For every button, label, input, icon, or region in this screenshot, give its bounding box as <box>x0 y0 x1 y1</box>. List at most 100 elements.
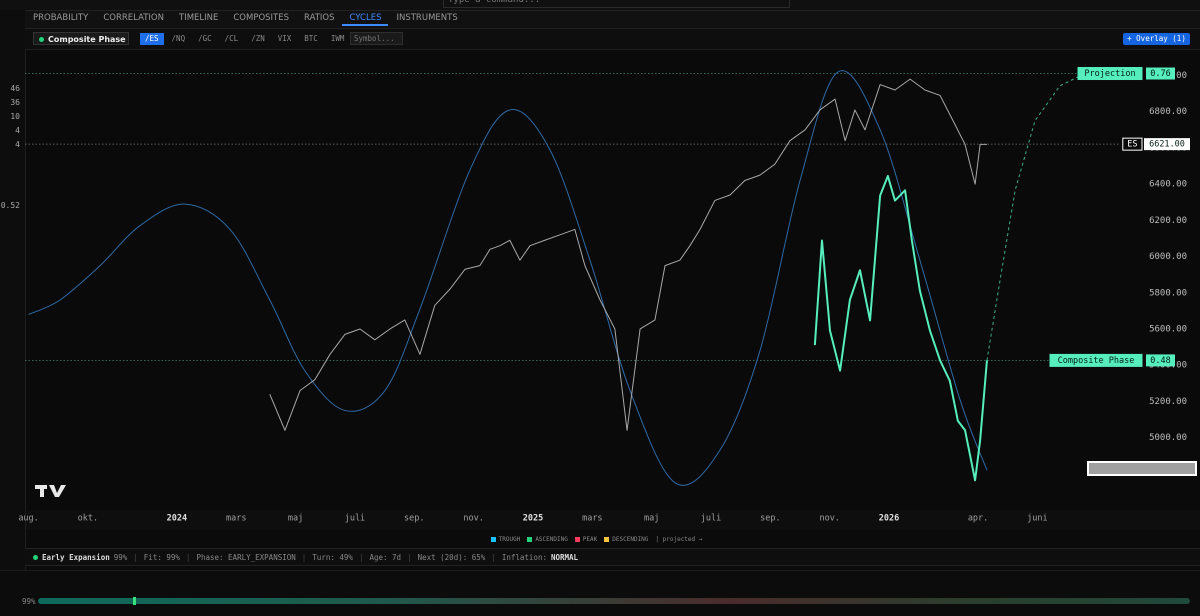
legend-item: DESCENDING <box>604 536 648 543</box>
sidebar: 46 36 10 4 4 0.52 <box>0 10 26 570</box>
x-tick-label: 2024 <box>167 514 187 524</box>
chart: 7000.006800.006600.006400.006200.006000.… <box>18 50 1200 531</box>
symbol-button[interactable]: VIX <box>277 34 292 43</box>
marker-value-box <box>1146 354 1175 367</box>
symbol-buttons: /ES/NQ/GC/CL/ZN VIX BTC IWM <box>140 33 352 45</box>
symbol-button[interactable]: BTC <box>304 34 318 43</box>
regime-pct: 99% <box>113 552 128 562</box>
x-tick-label: 2025 <box>523 514 543 524</box>
x-tick-label: juli <box>701 514 721 524</box>
legend-item: ASCENDING <box>527 536 568 543</box>
tab[interactable]: COMPOSITES <box>233 13 290 23</box>
footer-label: 99% <box>22 597 36 606</box>
x-tick-label: juli <box>345 514 365 524</box>
status-item: Fit: 99% <box>143 552 180 562</box>
y-tick-label: 5600.00 <box>1149 324 1187 334</box>
x-tick-label: 2026 <box>879 514 899 524</box>
separator: | <box>185 552 191 562</box>
footer-marker <box>133 597 136 605</box>
tab[interactable]: RATIOS <box>304 13 335 23</box>
sidebar-value: 4 <box>15 126 20 135</box>
tab[interactable]: TIMELINE <box>179 13 219 23</box>
sidebar-value: 0.52 <box>0 201 20 210</box>
toolbar: Composite Phase ▾ /ES/NQ/GC/CL/ZN VIX BTC I… <box>25 29 1200 57</box>
legend-label: TROUGH <box>498 536 521 543</box>
marker-value: 6621.00 <box>1149 140 1185 150</box>
command-input[interactable]: Type a command... <box>443 0 790 8</box>
legend-note: | projected → <box>655 536 703 543</box>
marker-value-box <box>1146 67 1175 80</box>
symbol-button[interactable]: IWM <box>330 34 345 43</box>
y-tick-label: 5200.00 <box>1149 397 1187 407</box>
footer-bar <box>38 598 1190 604</box>
y-tick-label: 5000.00 <box>1149 433 1187 443</box>
plot-background <box>26 50 1200 531</box>
series-line <box>28 70 988 486</box>
symbol-button[interactable]: /NQ <box>171 34 186 43</box>
legend-swatch <box>490 537 496 542</box>
legend-swatch <box>604 537 610 542</box>
sidebar-value: 36 <box>10 98 20 107</box>
marker-name-box <box>1077 67 1143 81</box>
sidebar-value: 46 <box>10 84 20 93</box>
symbol-button[interactable]: /GC <box>198 34 212 43</box>
series-line <box>986 73 1086 361</box>
separator: | <box>301 552 307 562</box>
legend-label: PEAK <box>582 536 598 543</box>
footer: 99% <box>0 570 1200 616</box>
series-dropdown[interactable]: Composite Phase ▾ <box>33 32 129 57</box>
y-tick-label: 6400.00 <box>1149 180 1187 190</box>
legend-item: PEAK <box>574 536 598 543</box>
status-bar: Early Expansion 99% | Fit: 99% | Phase: EARLY… <box>25 548 1200 566</box>
x-tick-label: okt. <box>78 514 98 524</box>
top-strip: Type a command... <box>0 0 1200 11</box>
series-line <box>269 78 987 431</box>
tab[interactable]: CYCLES <box>341 11 389 26</box>
x-tick-label: juni <box>1027 514 1047 524</box>
symbol-search[interactable]: Symbol... <box>350 32 403 45</box>
overlay-button[interactable]: + Overlay (1) <box>1123 33 1190 45</box>
status-item: Next (20d): 65% <box>417 552 486 562</box>
x-tick-label: nov. <box>819 514 839 524</box>
symbol-button[interactable]: /ES <box>140 33 164 45</box>
separator: | <box>133 552 138 562</box>
inflation-label: Inflation: <box>501 552 547 562</box>
marker-value: 0.48 <box>1150 356 1170 366</box>
x-tick-label: aug. <box>18 514 38 524</box>
logo <box>35 485 66 497</box>
x-tick-label: maj <box>288 514 303 524</box>
status-item: Phase: EARLY_EXPANSION <box>196 552 296 562</box>
legend-swatch <box>527 537 533 542</box>
marker-name-box <box>1122 137 1143 151</box>
inflation-value: NORMAL <box>550 552 579 562</box>
x-tick-label: nov. <box>463 514 483 524</box>
sidebar-value: 10 <box>10 112 20 121</box>
x-tick-label: mars <box>582 514 602 524</box>
symbol-button[interactable]: /CL <box>224 34 239 43</box>
marker-name: Projection <box>1084 69 1135 79</box>
x-tick-label: sep. <box>404 514 424 524</box>
hidden-price-box <box>1087 461 1197 476</box>
regime: Early Expansion <box>42 552 110 562</box>
legend-label: DESCENDING <box>612 536 649 543</box>
symbol-button[interactable]: /ZN <box>251 34 265 43</box>
x-tick-label: apr. <box>968 514 988 524</box>
y-tick-label: 5800.00 <box>1149 288 1187 298</box>
series-line <box>813 174 988 482</box>
sidebar-value: 4 <box>15 140 20 149</box>
marker-name: Composite Phase <box>1058 356 1135 366</box>
legend-label: ASCENDING <box>535 536 568 543</box>
x-tick-label: mars <box>226 514 246 524</box>
tab-bar: PROBABILITY CORRELATION TIMELINE COMPOSITES… <box>25 11 1200 29</box>
y-tick-label: 6800.00 <box>1149 107 1187 117</box>
status-item: Age: 7d <box>369 552 402 562</box>
status-item: Turn: 49% <box>312 552 353 562</box>
tab[interactable]: PROBABILITY <box>33 13 89 23</box>
x-tick-label: sep. <box>760 514 780 524</box>
tab[interactable]: INSTRUMENTS <box>396 13 458 23</box>
marker-value: 0.76 <box>1150 69 1170 79</box>
separator: | <box>491 552 496 562</box>
tab[interactable]: CORRELATION <box>103 13 164 23</box>
marker-name-box <box>1049 353 1143 367</box>
separator: | <box>407 552 412 562</box>
